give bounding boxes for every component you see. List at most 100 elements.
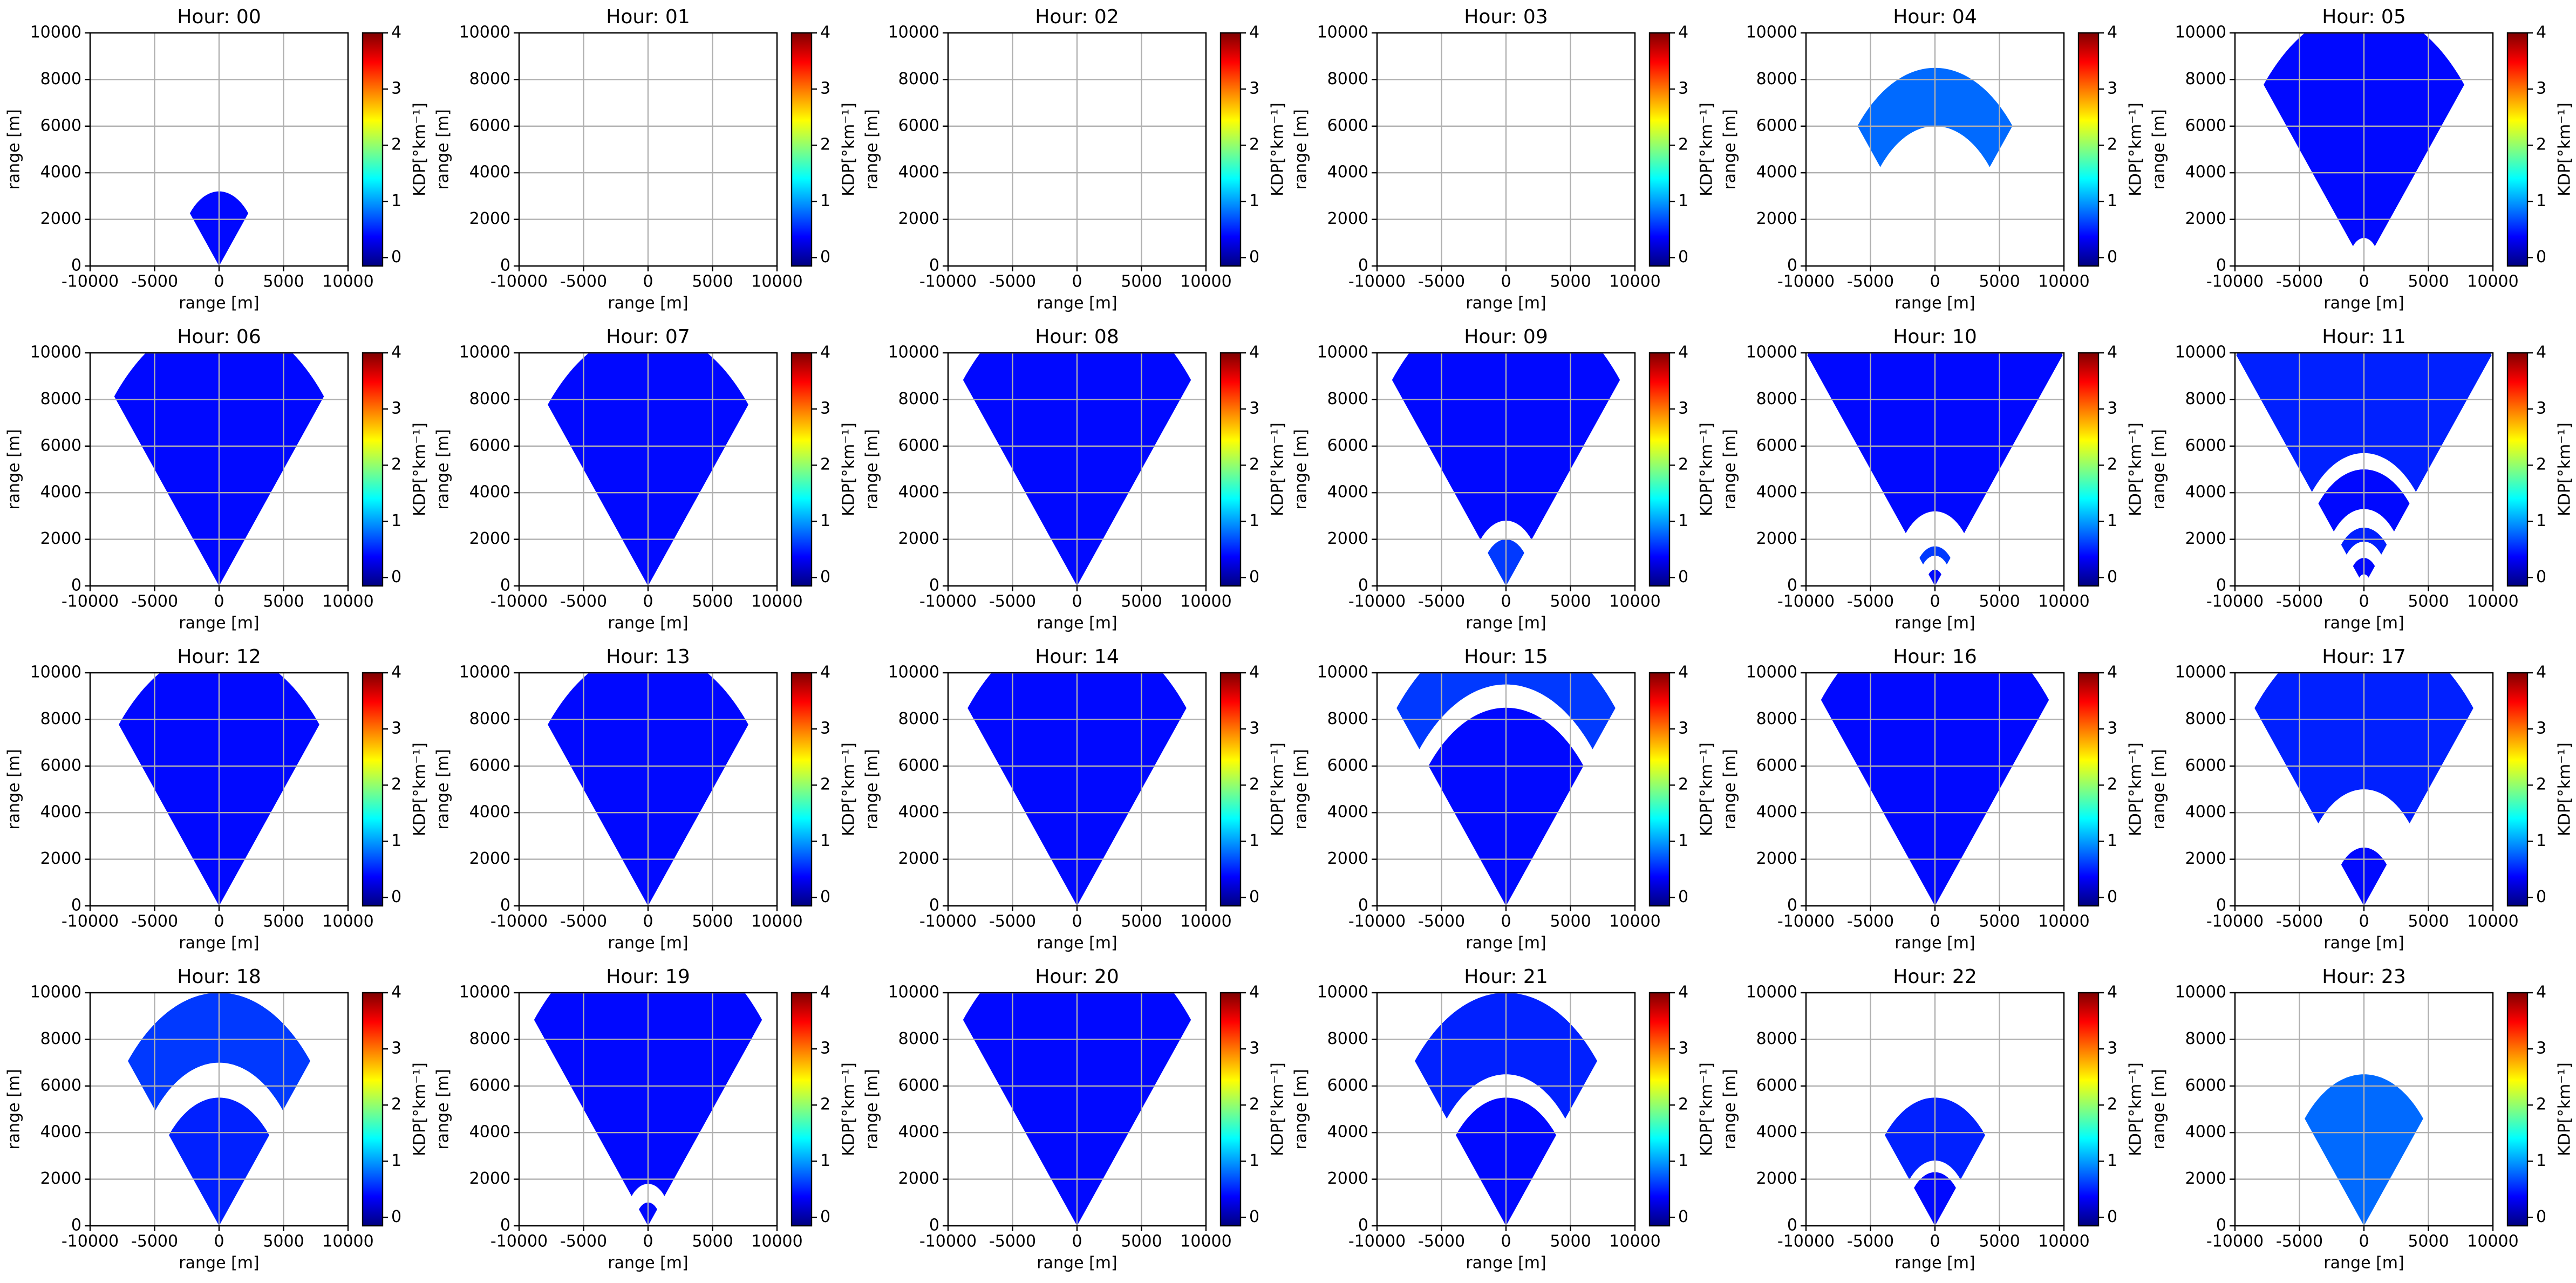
y-tick-label: 8000 bbox=[1756, 709, 1797, 728]
x-tick-label: -10000 bbox=[1777, 1232, 1835, 1251]
y-tick-label: 4000 bbox=[469, 483, 510, 502]
colorbar bbox=[1648, 352, 1671, 587]
y-tick-label: 8000 bbox=[2185, 70, 2226, 88]
colorbar-tick-label: 2 bbox=[820, 455, 830, 474]
x-tick-label: 0 bbox=[643, 272, 653, 291]
colorbar-tick-label: 4 bbox=[820, 343, 830, 362]
y-tick-label: 6000 bbox=[40, 436, 81, 455]
colorbar-tick-label: 4 bbox=[1678, 343, 1688, 362]
y-tick-label: 4000 bbox=[1756, 803, 1797, 822]
y-axis-label: range [m] bbox=[434, 429, 453, 509]
y-tick-label: 0 bbox=[1358, 1216, 1368, 1235]
subplot: -10000 -5000 0 5000 100000200040006000800010… bbox=[1292, 6, 1716, 313]
colorbar-tick-label: 0 bbox=[1678, 888, 1688, 906]
x-tick-label: -10000 bbox=[1777, 592, 1835, 611]
colorbar bbox=[362, 32, 384, 267]
colorbar bbox=[1648, 32, 1671, 267]
colorbar-tick-label: 0 bbox=[2536, 1207, 2546, 1226]
y-tick-label: 2000 bbox=[2185, 1169, 2226, 1188]
y-tick-label: 2000 bbox=[40, 849, 81, 868]
axes-frame bbox=[1805, 672, 2065, 907]
colorbar-tick-label: 3 bbox=[820, 79, 830, 98]
colorbar-tick-label: 0 bbox=[820, 248, 830, 267]
y-tick-label: 4000 bbox=[2185, 1123, 2226, 1142]
x-tick-label: -5000 bbox=[560, 592, 607, 611]
y-tick-label: 6000 bbox=[1327, 116, 1368, 135]
x-tick-label: -5000 bbox=[2276, 592, 2323, 611]
x-tick-label: -10000 bbox=[919, 272, 977, 291]
y-tick-label: 6000 bbox=[1756, 116, 1797, 135]
y-tick-label: 0 bbox=[1787, 576, 1797, 595]
colorbar-tick-label: 4 bbox=[1249, 663, 1259, 682]
subplot-title: Hour: 14 bbox=[1035, 646, 1119, 668]
colorbar-tick-label: 3 bbox=[2107, 399, 2117, 418]
y-tick-label: 4000 bbox=[40, 1123, 81, 1142]
colorbar-label: KDP[°km⁻¹] bbox=[2127, 103, 2145, 196]
y-tick-label: 4000 bbox=[40, 483, 81, 502]
colorbar bbox=[1219, 32, 1242, 267]
colorbar-tick-label: 2 bbox=[2536, 135, 2546, 154]
y-tick-label: 10000 bbox=[2175, 343, 2226, 362]
y-tick-label: 0 bbox=[1787, 256, 1797, 275]
subplot-title: Hour: 23 bbox=[2322, 966, 2405, 988]
colorbar-tick-label: 4 bbox=[820, 663, 830, 682]
x-tick-label: 0 bbox=[1072, 272, 1082, 291]
x-tick-label: 10000 bbox=[322, 592, 373, 611]
x-axis-label: range [m] bbox=[1037, 934, 1117, 953]
x-tick-label: -5000 bbox=[1418, 272, 1465, 291]
x-tick-label: 0 bbox=[2359, 272, 2369, 291]
colorbar bbox=[362, 992, 384, 1227]
x-tick-label: 5000 bbox=[1979, 912, 2020, 931]
y-tick-label: 6000 bbox=[40, 116, 81, 135]
subplot: -10000 -5000 0 5000 100000200040006000800010… bbox=[2150, 966, 2574, 1273]
colorbar-tick-label: 0 bbox=[1678, 248, 1688, 267]
colorbar-tick-label: 1 bbox=[391, 1151, 401, 1170]
subplot-title: Hour: 05 bbox=[2322, 6, 2405, 28]
subplot: -10000 -5000 0 5000 100000200040006000800010… bbox=[2150, 646, 2574, 953]
y-tick-label: 10000 bbox=[888, 343, 939, 362]
colorbar-tick-label: 3 bbox=[2107, 719, 2117, 738]
x-tick-label: 5000 bbox=[692, 912, 733, 931]
x-tick-label: 0 bbox=[2359, 912, 2369, 931]
x-tick-label: 5000 bbox=[1121, 592, 1162, 611]
colorbar bbox=[1219, 672, 1242, 907]
x-tick-label: 5000 bbox=[2408, 592, 2449, 611]
y-tick-label: 6000 bbox=[898, 756, 939, 775]
y-tick-label: 2000 bbox=[898, 1169, 939, 1188]
y-tick-label: 10000 bbox=[30, 983, 81, 1002]
colorbar-tick-label: 3 bbox=[391, 1039, 401, 1058]
x-tick-label: -10000 bbox=[2206, 592, 2264, 611]
subplot: -10000 -5000 0 5000 100000200040006000800010… bbox=[863, 646, 1287, 953]
x-tick-label: 0 bbox=[214, 912, 224, 931]
y-tick-label: 0 bbox=[2216, 1216, 2226, 1235]
y-tick-label: 8000 bbox=[1756, 1029, 1797, 1048]
x-axis-label: range [m] bbox=[1894, 934, 1975, 953]
colorbar-tick-label: 1 bbox=[2536, 511, 2546, 530]
colorbar-tick-label: 3 bbox=[1678, 79, 1688, 98]
colorbar-tick-label: 0 bbox=[820, 568, 830, 586]
x-tick-label: 0 bbox=[1501, 1232, 1511, 1251]
colorbar-label: KDP[°km⁻¹] bbox=[2555, 742, 2574, 836]
y-tick-label: 8000 bbox=[1327, 1029, 1368, 1048]
y-tick-label: 10000 bbox=[1317, 343, 1368, 362]
x-tick-label: 10000 bbox=[751, 912, 802, 931]
x-tick-label: 5000 bbox=[1550, 912, 1591, 931]
subplot: -10000 -5000 0 5000 100000200040006000800010… bbox=[1292, 966, 1716, 1273]
axes-frame bbox=[1376, 32, 1636, 267]
y-tick-label: 8000 bbox=[2185, 1029, 2226, 1048]
x-tick-label: -5000 bbox=[1847, 272, 1894, 291]
colorbar-tick-label: 4 bbox=[2536, 343, 2546, 362]
y-tick-label: 6000 bbox=[2185, 116, 2226, 135]
x-tick-label: 0 bbox=[1930, 272, 1940, 291]
colorbar-tick-label: 1 bbox=[1249, 192, 1259, 210]
x-tick-label: 0 bbox=[1930, 912, 1940, 931]
y-tick-label: 10000 bbox=[888, 663, 939, 682]
colorbar-tick-label: 1 bbox=[1249, 1151, 1259, 1170]
y-tick-label: 6000 bbox=[898, 116, 939, 135]
x-axis-label: range [m] bbox=[2323, 934, 2404, 953]
y-tick-label: 2000 bbox=[469, 1169, 510, 1188]
y-tick-label: 0 bbox=[2216, 576, 2226, 595]
subplot: -10000 -5000 0 5000 100000200040006000800010… bbox=[2150, 326, 2574, 633]
y-tick-label: 6000 bbox=[469, 436, 510, 455]
x-tick-label: -10000 bbox=[490, 592, 548, 611]
